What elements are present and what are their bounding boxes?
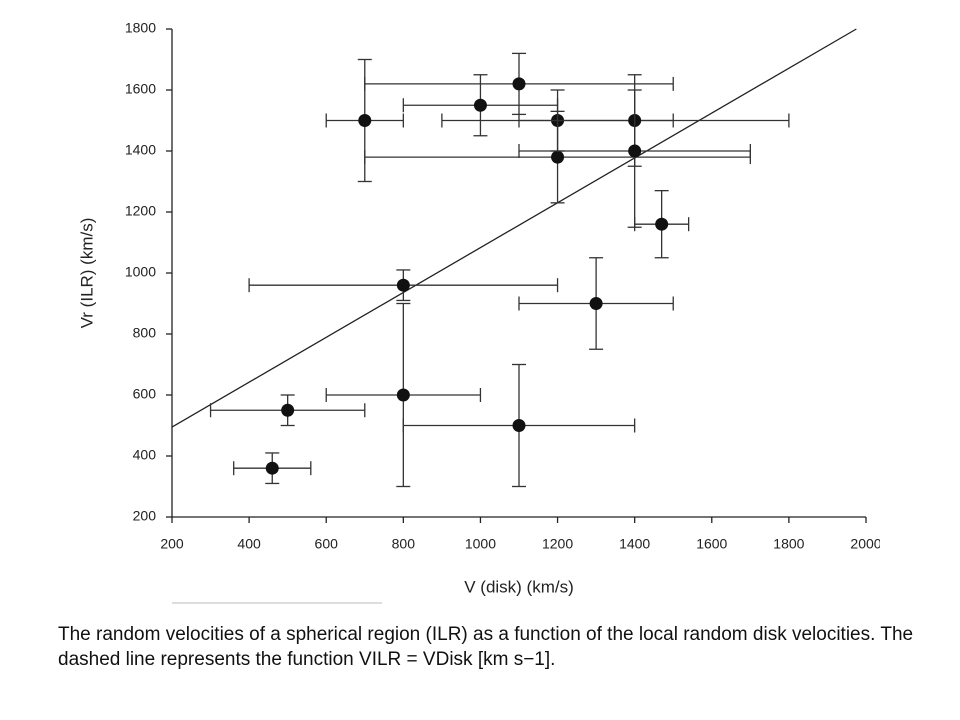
y-tick-label: 600 [133, 386, 157, 402]
x-tick-label: 400 [237, 536, 261, 552]
point [473, 98, 487, 112]
x-tick-label: 200 [160, 536, 184, 552]
y-tick-label: 1400 [125, 142, 156, 158]
y-tick-label: 1600 [125, 81, 156, 97]
y-tick-label: 200 [133, 508, 157, 524]
point [551, 150, 565, 164]
x-tick-label: 800 [392, 536, 416, 552]
point [358, 114, 372, 127]
point [512, 419, 526, 432]
y-tick-label: 1000 [125, 264, 156, 280]
point [655, 217, 669, 231]
reference-line [171, 28, 857, 428]
x-tick-label: 1600 [696, 536, 727, 552]
point [265, 461, 279, 475]
point [589, 297, 603, 310]
y-axis-label: Vr (ILR) (km/s) [77, 218, 96, 329]
point [512, 77, 526, 91]
chart: V (disk) (km/s) Vr (ILR) (km/s) 200 400 60… [77, 20, 880, 604]
y-tick-label: 1200 [125, 203, 156, 219]
x-tick-label: 600 [315, 536, 339, 552]
y-tick-label: 800 [133, 325, 157, 341]
y-tick-label: 1800 [125, 20, 156, 36]
point [396, 278, 410, 292]
point [281, 403, 295, 417]
y-tick-label: 400 [133, 447, 157, 463]
x-tick-label: 1400 [619, 536, 650, 552]
x-tick-label: 1200 [542, 536, 573, 552]
caption: The random velocities of a spherical reg… [58, 624, 914, 670]
point [628, 144, 642, 158]
x-axis-label: V (disk) (km/s) [464, 577, 574, 596]
x-tick-label: 1800 [773, 536, 804, 552]
x-tick-label: 2000 [850, 536, 880, 552]
point [396, 388, 410, 402]
x-tick-label: 1000 [465, 536, 496, 552]
